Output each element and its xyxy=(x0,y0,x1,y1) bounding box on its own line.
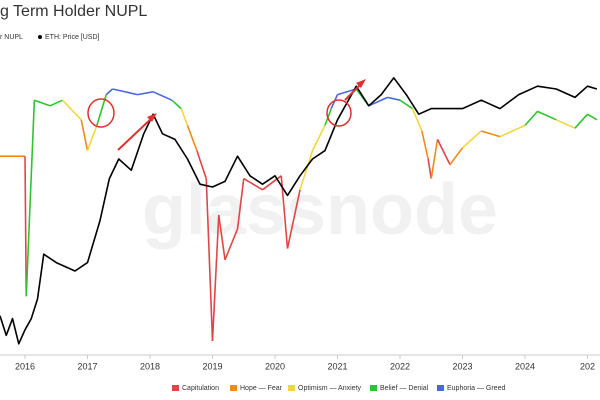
nupl-segment xyxy=(171,99,182,110)
nupl-segment xyxy=(180,108,189,126)
nupl-segment xyxy=(337,88,357,96)
annotations xyxy=(87,79,366,151)
price-line xyxy=(0,77,598,345)
x-tick-label: 2020 xyxy=(265,361,285,371)
nupl-segment xyxy=(436,139,451,165)
nupl-segment xyxy=(25,100,36,297)
nupl-segment xyxy=(262,175,282,191)
arrow-head xyxy=(356,79,366,88)
legend-label: Optimism — Anxiety xyxy=(298,385,362,392)
legend-swatch xyxy=(172,385,179,391)
nupl-segment xyxy=(286,189,301,249)
legend-swatch xyxy=(288,385,295,391)
nupl-segment xyxy=(387,96,401,101)
legend-label: Capitulation xyxy=(182,385,219,392)
nupl-segment xyxy=(499,124,526,138)
arrow xyxy=(117,116,154,151)
x-tick-label: 202 xyxy=(580,361,595,371)
nupl-segment xyxy=(587,113,598,121)
legend-label: Hope — Fear xyxy=(240,385,283,392)
nupl-segment xyxy=(34,99,51,107)
nupl-segment xyxy=(449,147,464,166)
nupl-segment xyxy=(421,130,429,160)
nupl-segment xyxy=(399,99,413,110)
nupl-segment xyxy=(205,178,214,342)
nupl-segment xyxy=(537,110,557,121)
nupl-segment xyxy=(211,214,220,342)
nupl-segment xyxy=(224,228,239,261)
nupl-segment xyxy=(524,110,539,126)
legend-swatch xyxy=(230,385,237,391)
nupl-segment xyxy=(186,125,198,151)
nupl-segment xyxy=(236,178,245,230)
x-tick-label: 2019 xyxy=(202,361,222,371)
x-tick-label: 2023 xyxy=(452,361,472,371)
nupl-segment xyxy=(311,125,326,151)
legend-label: ETH: Price [USD] xyxy=(45,34,100,41)
nupl-segment xyxy=(430,139,439,179)
nupl-segment xyxy=(574,113,589,129)
nupl-segment xyxy=(49,99,63,107)
highlight-circle xyxy=(326,99,352,127)
legend-label: Belief — Denial xyxy=(380,385,429,392)
nupl-segment xyxy=(80,119,89,151)
nupl-segment xyxy=(217,214,226,260)
x-tick-label: 2024 xyxy=(515,361,535,371)
x-tick-label: 2016 xyxy=(15,361,35,371)
x-tick-label: 2021 xyxy=(327,361,347,371)
nupl-segment xyxy=(481,130,501,138)
legend-label: r NUPL xyxy=(0,34,23,41)
nupl-segment xyxy=(137,91,154,96)
arrow-head xyxy=(147,113,157,122)
nupl-segment xyxy=(555,119,576,129)
nupl-segment xyxy=(86,125,98,151)
nupl-segment xyxy=(461,130,482,149)
watermark: glassnode xyxy=(142,170,498,250)
nupl-segment xyxy=(105,88,114,96)
legend-label: Euphoria — Greed xyxy=(447,385,505,392)
chart-title: g Term Holder NUPL xyxy=(0,3,147,20)
nupl-segment xyxy=(24,156,28,297)
x-tick-label: 2018 xyxy=(140,361,160,371)
nupl-segment xyxy=(427,158,433,179)
legend-marker xyxy=(38,35,42,39)
legend-swatch xyxy=(370,385,377,391)
nupl-segment xyxy=(112,88,138,96)
nupl-segment xyxy=(299,150,314,191)
legend-swatch xyxy=(437,385,444,391)
nupl-segment xyxy=(368,96,388,107)
nupl-segment xyxy=(152,91,173,101)
nupl-segment xyxy=(196,150,208,179)
x-tick-label: 2017 xyxy=(77,361,97,371)
x-tick-label: 2022 xyxy=(390,361,410,371)
nupl-segment xyxy=(243,177,263,191)
highlight-circle xyxy=(87,98,115,128)
nupl-segment xyxy=(61,99,82,121)
nupl-segment xyxy=(411,108,423,132)
